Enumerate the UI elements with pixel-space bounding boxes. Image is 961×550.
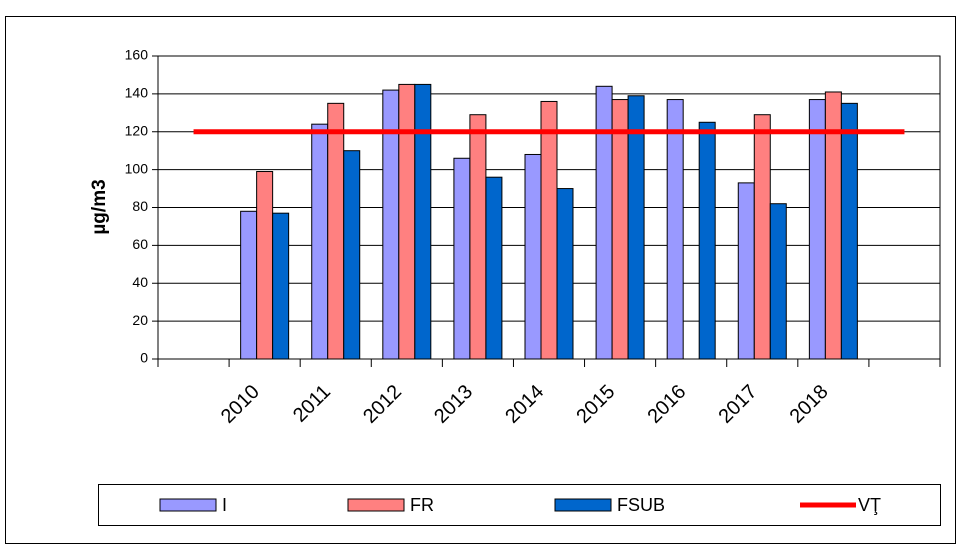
bar (808, 99, 826, 360)
y-tick-label: 60 (132, 236, 148, 252)
bar (469, 114, 487, 360)
legend-swatch (347, 498, 405, 512)
y-axis-label: µg/m3 (89, 179, 110, 234)
bar (737, 182, 755, 360)
bar (627, 95, 645, 360)
legend-swatch (159, 498, 217, 512)
y-tick-label: 20 (132, 312, 148, 328)
bar (666, 99, 684, 360)
bar (556, 188, 574, 360)
bar (272, 212, 290, 360)
y-tick-label: 120 (125, 122, 149, 138)
bar (453, 157, 471, 360)
bar (540, 100, 558, 360)
legend-label: I (222, 495, 227, 515)
y-tick-label: 160 (125, 47, 149, 63)
legend-label: VŢ (858, 495, 881, 515)
bar (327, 102, 345, 360)
bar (485, 176, 503, 360)
bar (343, 150, 361, 360)
bar (524, 153, 542, 360)
y-tick-label: 140 (125, 85, 149, 101)
bar (769, 203, 787, 360)
legend-label: FSUB (617, 495, 665, 515)
y-tick-label: 0 (140, 350, 148, 366)
y-tick-label: 80 (132, 198, 148, 214)
bar (753, 114, 771, 360)
y-tick-label: 100 (125, 160, 149, 176)
legend-label: FR (410, 495, 434, 515)
legend-swatch (554, 498, 612, 512)
y-tick-label: 40 (132, 274, 148, 290)
bar (840, 102, 858, 360)
bar (256, 171, 274, 360)
bar (311, 123, 329, 360)
bar (398, 83, 416, 360)
bar (595, 85, 613, 360)
bar (240, 210, 258, 360)
bar (611, 99, 629, 360)
bar (698, 121, 716, 360)
bar (414, 83, 432, 360)
